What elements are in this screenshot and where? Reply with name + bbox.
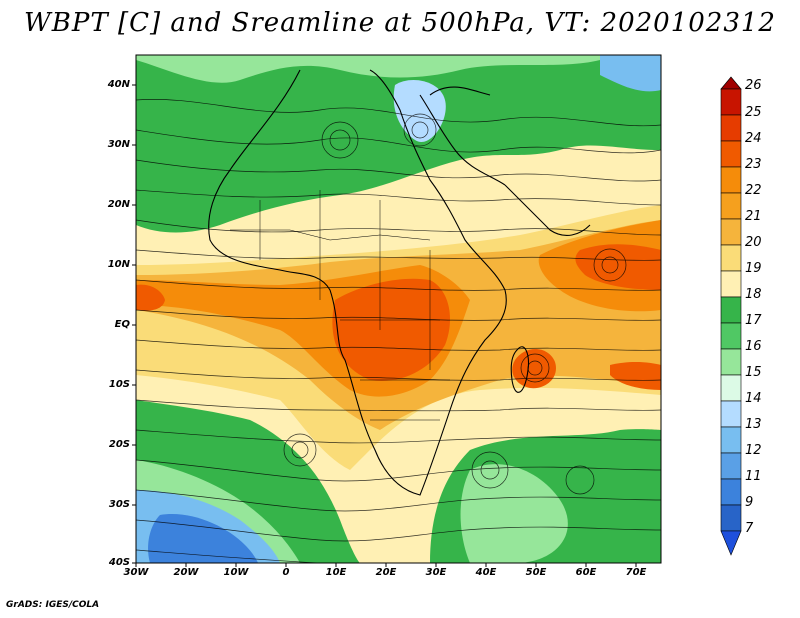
map-area: [136, 55, 661, 563]
map-frame: [135, 54, 662, 564]
country-borders: [230, 190, 450, 421]
colorbar-arrow-top: [720, 76, 742, 90]
wbpt-contour-13-ne: [600, 55, 661, 92]
colorbar-label: 11: [745, 469, 762, 484]
colorbar-swatch: [720, 296, 742, 324]
wbpt-contour-11-sw: [148, 514, 258, 563]
colorbar-swatch: [720, 400, 742, 428]
colorbar-swatch: [720, 140, 742, 168]
colorbar-label: 13: [745, 417, 762, 432]
lat-label: 10S: [108, 379, 130, 390]
lon-label: 30W: [123, 567, 149, 578]
lon-label: 50E: [525, 567, 547, 578]
colorbar-label: 25: [745, 105, 762, 120]
colorbar-swatch: [720, 348, 742, 376]
colorbar-label: 23: [745, 157, 762, 172]
lat-label: 40S: [108, 557, 130, 568]
colorbar-swatch: [720, 452, 742, 480]
colorbar: [720, 76, 742, 556]
wbpt-contour-23-center: [332, 278, 450, 381]
colorbar-swatch: [720, 166, 742, 194]
lon-label: 20W: [173, 567, 199, 578]
lat-label: 40N: [107, 79, 130, 90]
colorbar-label: 20: [745, 235, 762, 250]
colorbar-swatch: [720, 478, 742, 506]
colorbar-swatch: [720, 244, 742, 272]
lat-label: 20N: [107, 199, 130, 210]
lon-label: 40E: [475, 567, 497, 578]
wbpt-contour-16-north: [136, 55, 661, 83]
colorbar-swatch: [720, 270, 742, 298]
lon-label: 30E: [425, 567, 447, 578]
wbpt-contour-16-se: [460, 464, 568, 563]
colorbar-label: 12: [745, 443, 762, 458]
lon-label: 10E: [325, 567, 347, 578]
colorbar-label: 9: [745, 495, 754, 510]
coastlines: [208, 69, 591, 496]
lat-label: EQ: [114, 319, 130, 330]
lon-label: 10W: [223, 567, 249, 578]
colorbar-label: 22: [745, 183, 762, 198]
colorbar-label: 18: [745, 287, 762, 302]
colorbar-label: 19: [745, 261, 762, 276]
axis-ticks: [132, 84, 637, 567]
colorbar-label: 7: [745, 521, 754, 536]
map-title: WBPT [C] and Sreamline at 500hPa, VT: 20…: [24, 8, 776, 38]
wbpt-contour-23-west: [136, 284, 165, 311]
colorbar-swatch: [720, 218, 742, 246]
lat-label: 30S: [108, 499, 130, 510]
lat-label: 30N: [107, 139, 130, 150]
colorbar-label: 14: [745, 391, 762, 406]
colorbar-label: 21: [745, 209, 762, 224]
wbpt-contour-14-north: [393, 80, 446, 142]
colorbar-arrow-bottom: [720, 530, 742, 556]
colorbar-swatch: [720, 426, 742, 454]
colorbar-label: 17: [745, 313, 762, 328]
lat-label: 20S: [108, 439, 130, 450]
colorbar-swatch: [720, 374, 742, 402]
colorbar-swatch: [720, 114, 742, 142]
colorbar-label: 15: [745, 365, 762, 380]
colorbar-swatch: [720, 322, 742, 350]
colorbar-label: 24: [745, 131, 762, 146]
lon-label: 60E: [575, 567, 597, 578]
lon-label: 0: [282, 567, 290, 578]
colorbar-swatch: [720, 504, 742, 532]
lat-label: 10N: [107, 259, 130, 270]
wbpt-contour-23-se: [610, 361, 661, 390]
colorbar-label: 16: [745, 339, 762, 354]
lon-label: 20E: [375, 567, 397, 578]
colorbar-swatch: [720, 192, 742, 220]
footer-credit: GrADS: IGES/COLA: [6, 600, 100, 610]
lon-label: 70E: [625, 567, 647, 578]
colorbar-label: 26: [745, 78, 762, 93]
colorbar-swatch: [720, 88, 742, 116]
